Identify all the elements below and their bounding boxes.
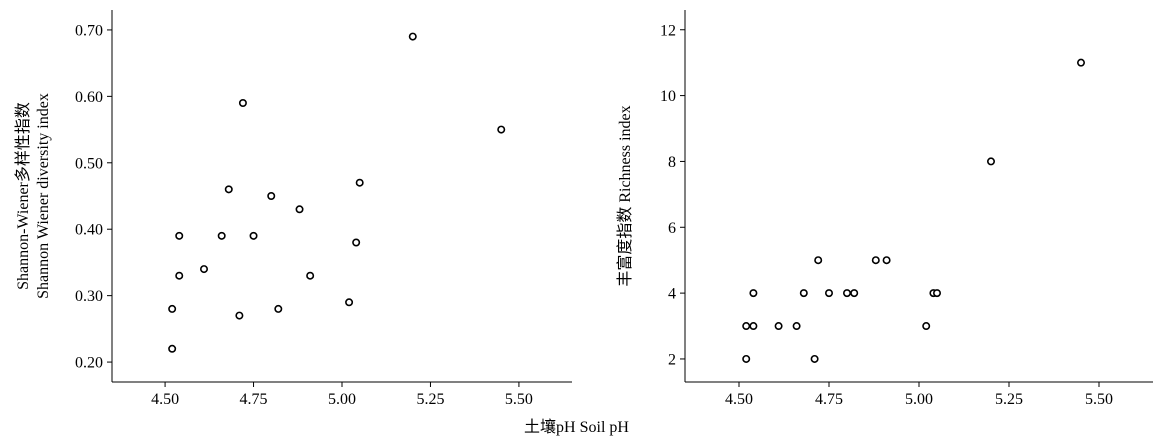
- y-tick-label: 4: [668, 286, 676, 303]
- y-axis-title: Shannon-Wiener多样性指数: [14, 102, 32, 290]
- data-point: [850, 289, 859, 298]
- data-point: [1077, 58, 1086, 67]
- data-point: [224, 185, 233, 194]
- data-point: [175, 271, 184, 280]
- y-tick-label: 0.70: [75, 22, 103, 39]
- y-tick-label: 0.50: [75, 155, 103, 172]
- data-point: [217, 231, 226, 240]
- data-point: [986, 157, 995, 166]
- chart-panel-1: 4.50 4.75 5.00 5.25 5.50 0.20 0.30 0.40 0.50 0.60…: [14, 10, 572, 408]
- scatter-figure: 4.50 4.75 5.00 5.25 5.50 0.20 0.30 0.40 0.50 0.60…: [14, 10, 1153, 408]
- x-tick-label: 4.75: [240, 391, 268, 408]
- x-tick-label: 5.50: [1085, 391, 1113, 408]
- data-point: [274, 304, 283, 313]
- data-point: [792, 322, 801, 331]
- data-point: [355, 178, 364, 187]
- data-point: [408, 32, 417, 41]
- data-point: [742, 354, 751, 363]
- data-point: [235, 311, 244, 320]
- x-tick-label: 4.50: [151, 391, 179, 408]
- y-tick-label: 0.60: [75, 89, 103, 106]
- data-point: [249, 231, 258, 240]
- data-point: [742, 322, 751, 331]
- x-tick-label: 5.25: [995, 391, 1023, 408]
- data-point: [749, 289, 758, 298]
- y-tick-label: 12: [660, 22, 676, 39]
- y-tick-label: 10: [660, 88, 676, 105]
- y-tick-label: 8: [668, 154, 676, 171]
- data-point: [810, 354, 819, 363]
- data-point: [799, 289, 808, 298]
- data-point: [168, 344, 177, 353]
- y-tick-label: 0.20: [75, 355, 103, 372]
- data-point: [497, 125, 506, 134]
- data-point: [922, 322, 931, 331]
- data-point: [306, 271, 315, 280]
- x-tick-label: 5.00: [328, 391, 356, 408]
- data-point: [932, 289, 941, 298]
- data-point: [175, 231, 184, 240]
- x-tick-label: 5.25: [416, 391, 444, 408]
- data-point: [352, 238, 361, 247]
- x-tick-label: 4.75: [815, 391, 843, 408]
- data-point: [824, 289, 833, 298]
- chart-panel-2: 4.50 4.75 5.00 5.25 5.50 2 4 6 8 10 12 丰富度指数 Richne…: [616, 10, 1153, 408]
- data-point: [842, 289, 851, 298]
- shared-x-axis-label: 土壤pH Soil pH: [524, 419, 629, 436]
- y-tick-label: 6: [668, 220, 676, 237]
- data-point: [882, 256, 891, 265]
- y-axis-title: Shannon Wiener diversity index: [35, 93, 52, 299]
- data-point: [345, 298, 354, 307]
- data-point: [871, 256, 880, 265]
- x-tick-label: 5.00: [905, 391, 933, 408]
- x-tick-label: 5.50: [505, 391, 533, 408]
- y-tick-label: 2: [668, 351, 676, 368]
- y-tick-label: 0.30: [75, 288, 103, 305]
- data-point: [814, 256, 823, 265]
- data-point: [749, 322, 758, 331]
- data-point: [267, 192, 276, 201]
- data-point: [168, 304, 177, 313]
- y-axis-title: 丰富度指数 Richness index: [616, 105, 634, 286]
- data-point: [295, 205, 304, 214]
- x-tick-label: 4.50: [725, 391, 753, 408]
- data-point: [200, 265, 209, 274]
- y-tick-label: 0.40: [75, 222, 103, 239]
- data-point: [238, 99, 247, 108]
- data-point: [774, 322, 783, 331]
